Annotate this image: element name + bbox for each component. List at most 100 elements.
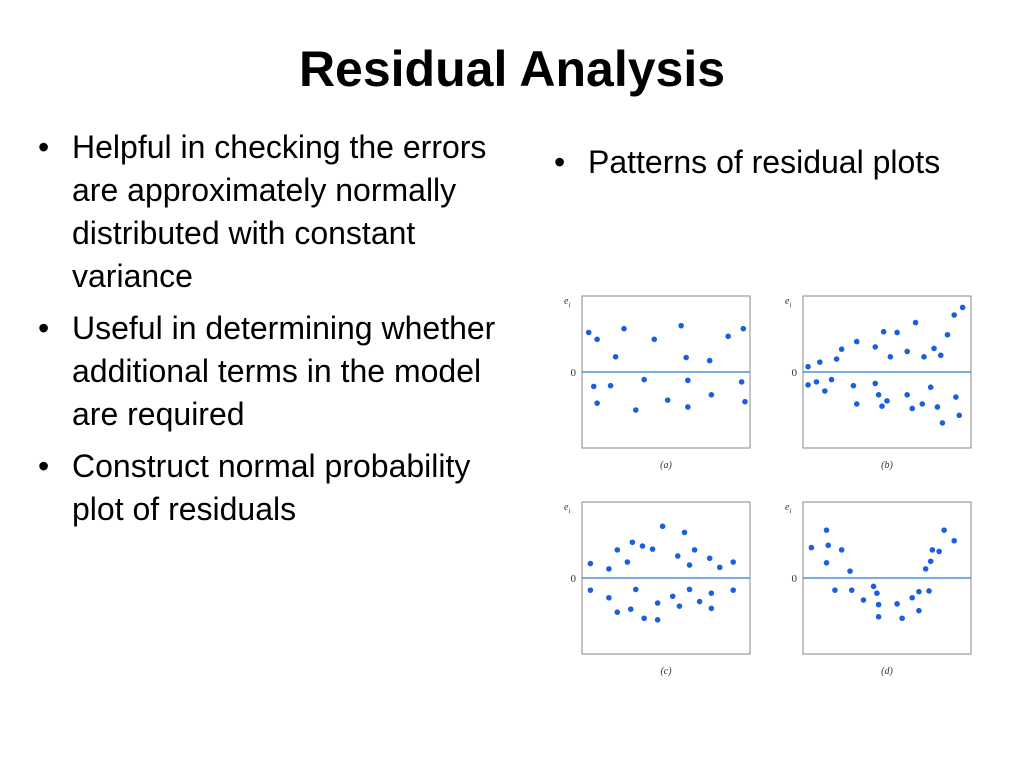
plot-caption: (d) <box>881 666 893 677</box>
residual-point <box>624 559 631 565</box>
residual-point <box>685 404 691 410</box>
bullet-glyph: • <box>38 448 50 484</box>
plot-svg: ei 0 (a) <box>564 295 751 471</box>
residual-point <box>813 379 820 385</box>
residual-point <box>651 336 658 343</box>
residual-point <box>823 527 830 533</box>
residual-point <box>654 617 661 623</box>
residual-point <box>669 593 676 600</box>
residual-point <box>922 566 929 572</box>
residual-point <box>659 523 666 530</box>
residual-point <box>708 590 715 596</box>
residual-point <box>874 590 880 596</box>
residual-point <box>606 594 612 601</box>
residual-point <box>838 547 845 553</box>
residual-point <box>875 392 882 398</box>
residual-point <box>951 537 957 544</box>
residual-point <box>681 529 688 536</box>
residual-point <box>919 401 926 407</box>
residual-point <box>853 338 860 345</box>
residual-point <box>916 588 922 595</box>
residual-point <box>805 382 811 388</box>
bullet-glyph: • <box>38 129 50 165</box>
residual-point <box>850 382 857 389</box>
residual-point <box>805 363 811 370</box>
residual-point <box>879 403 885 409</box>
residual-point <box>909 594 915 601</box>
zero-tick-label: 0 <box>792 573 798 585</box>
residual-point <box>606 566 612 572</box>
residual-point <box>649 546 656 552</box>
plot-caption: (b) <box>881 460 893 471</box>
residual-point <box>904 392 910 398</box>
residual-point <box>696 598 703 605</box>
plot-svg: ei 0 (c) <box>564 501 751 677</box>
residual-point <box>875 601 882 608</box>
residual-point <box>872 380 879 387</box>
residual-plot-a: ei 0 (a) <box>560 290 784 490</box>
residual-point <box>884 398 890 404</box>
residual-point <box>825 542 831 549</box>
residual-point <box>956 412 963 419</box>
residual-point <box>590 383 597 390</box>
residual-point <box>641 615 647 622</box>
bullet-text: Useful in determining whether additional… <box>72 310 496 432</box>
residual-point <box>941 527 947 533</box>
residual-point <box>927 558 934 565</box>
residual-point <box>860 597 867 603</box>
residual-point <box>817 359 823 365</box>
residual-point <box>916 607 922 614</box>
y-axis-label: ei <box>564 296 570 309</box>
residual-point <box>612 354 619 360</box>
residual-point <box>594 400 600 406</box>
residual-point <box>927 384 934 390</box>
bullet-item: • Useful in determining whether additiona… <box>32 307 522 436</box>
residual-point <box>674 553 681 559</box>
residual-point <box>614 547 621 553</box>
y-axis-label-subscript: i <box>568 301 570 309</box>
plot-caption: (c) <box>660 666 672 677</box>
residual-point <box>880 328 887 335</box>
slide-title: Residual Analysis <box>298 41 726 97</box>
residual-point <box>926 588 932 594</box>
residual-point <box>872 344 879 350</box>
plot-svg: ei 0 (b) <box>785 295 972 471</box>
residual-point <box>912 319 919 326</box>
residual-point <box>664 397 671 403</box>
residual-point <box>921 354 927 360</box>
bullet-text: Construct normal probability plot of res… <box>72 448 471 527</box>
residual-point <box>833 356 840 362</box>
residual-point <box>654 600 661 606</box>
residual-point <box>740 325 747 332</box>
residual-point <box>939 420 946 426</box>
residual-point <box>822 388 828 394</box>
residual-point <box>953 394 959 400</box>
residual-point <box>730 587 736 593</box>
residual-point <box>887 354 894 360</box>
residual-point <box>909 405 915 412</box>
residual-point <box>639 543 646 549</box>
residual-point <box>959 304 966 311</box>
residual-point <box>937 352 944 359</box>
residual-point <box>894 329 900 336</box>
residual-point <box>904 348 910 355</box>
bullet-item: • Construct normal probability plot of re… <box>32 445 522 531</box>
residual-point <box>708 392 715 398</box>
bullet-glyph: • <box>38 310 50 346</box>
residual-point <box>929 547 936 553</box>
bullet-item: • Helpful in checking the errors are appr… <box>32 126 522 298</box>
bullet-text: Patterns of residual plots <box>588 144 941 180</box>
residual-point <box>708 605 715 612</box>
residual-point <box>614 609 621 615</box>
residual-point <box>847 568 853 574</box>
residual-point <box>931 345 937 352</box>
residual-point <box>934 404 941 410</box>
residual-point <box>706 357 713 364</box>
y-axis-label: ei <box>564 502 570 515</box>
residual-plot-d: ei 0 (d) <box>781 496 1005 696</box>
residual-point <box>828 376 835 383</box>
residual-point <box>621 325 627 332</box>
residual-point <box>936 548 942 555</box>
residual-point <box>629 539 636 546</box>
y-axis-label-subscript: i <box>568 507 570 515</box>
